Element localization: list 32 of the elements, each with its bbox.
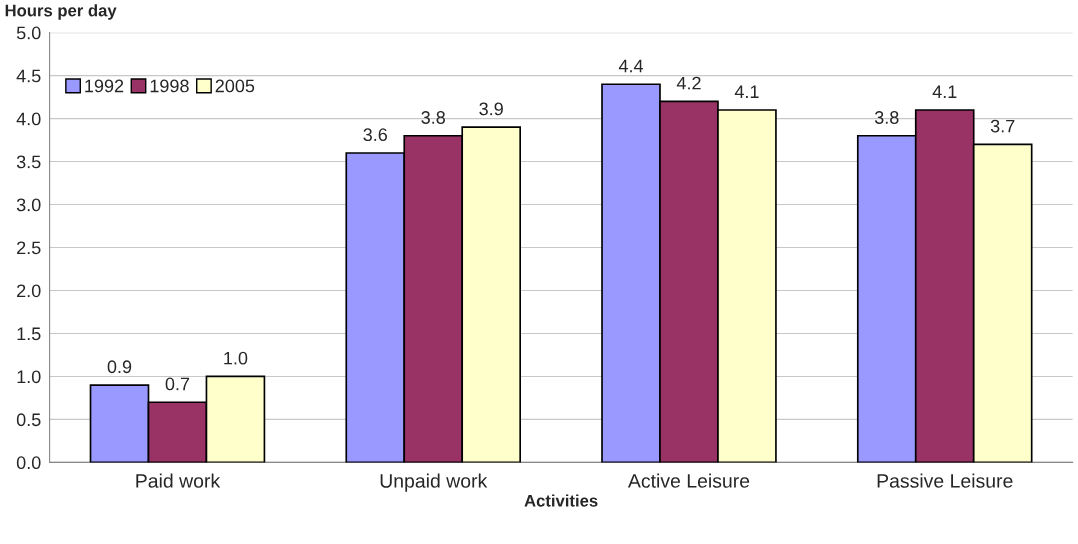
x-tick-label: Unpaid work bbox=[380, 473, 488, 492]
data-label: 4.4 bbox=[618, 59, 644, 73]
data-label: 4.2 bbox=[676, 76, 701, 90]
y-tick-label: 2.0 bbox=[17, 284, 41, 298]
y-tick-label: 4.5 bbox=[16, 69, 41, 83]
y-tick-label: 2.5 bbox=[17, 241, 41, 255]
y-axis-title: Hours per day bbox=[5, 4, 117, 20]
y-tick-label: 0.0 bbox=[16, 456, 41, 470]
data-label: 1.0 bbox=[224, 351, 248, 365]
y-tick-label: 5.0 bbox=[16, 26, 41, 40]
data-label: 0.9 bbox=[107, 360, 132, 374]
x-tick-label: Active Leisure bbox=[627, 473, 750, 488]
data-label: 0.7 bbox=[165, 377, 190, 391]
data-label: 3.8 bbox=[874, 111, 899, 124]
x-tick-label: Paid work bbox=[136, 473, 221, 488]
legend-label: 1998 bbox=[150, 79, 189, 93]
y-tick-label: 3.5 bbox=[16, 155, 41, 169]
legend-label: 2005 bbox=[215, 79, 255, 93]
y-tick-label: 3.0 bbox=[16, 198, 41, 212]
data-label: 3.8 bbox=[421, 111, 445, 124]
data-label: 4.1 bbox=[932, 85, 957, 98]
data-label: 3.9 bbox=[479, 102, 503, 116]
y-tick-label: 1.0 bbox=[17, 370, 41, 384]
data-label: 4.1 bbox=[734, 85, 759, 98]
x-tick-label: Passive Leisure bbox=[877, 473, 1013, 488]
y-tick-label: 1.5 bbox=[17, 327, 41, 341]
legend-label: 1992 bbox=[85, 79, 124, 93]
y-tick-label: 0.5 bbox=[16, 413, 41, 427]
data-label: 3.7 bbox=[990, 119, 1015, 133]
x-axis-title: Activities bbox=[524, 494, 598, 507]
data-label: 3.6 bbox=[363, 128, 388, 142]
y-tick-label: 4.0 bbox=[16, 112, 41, 126]
